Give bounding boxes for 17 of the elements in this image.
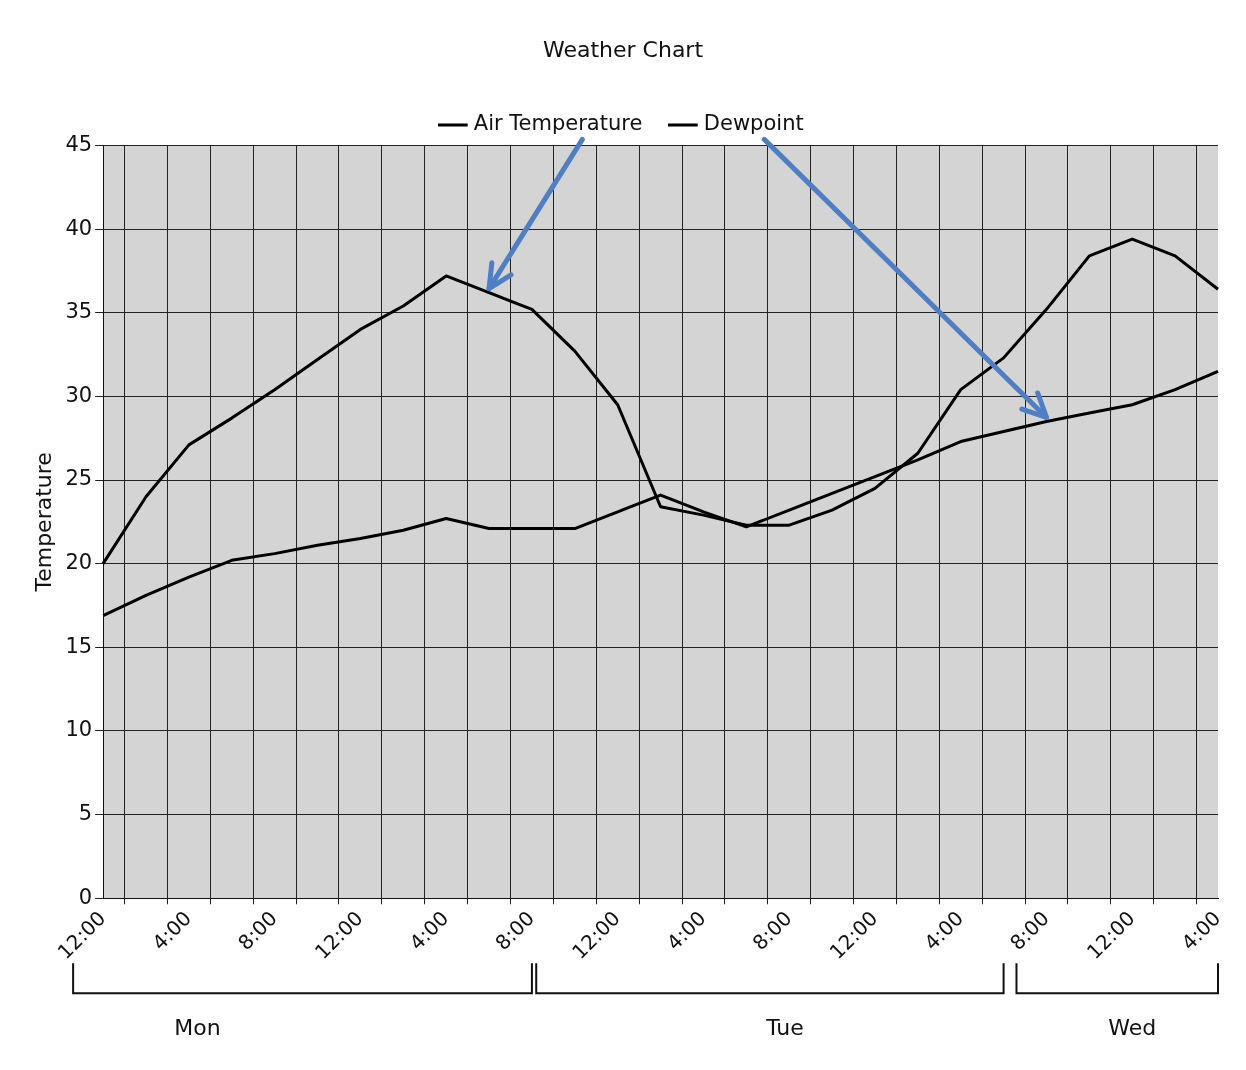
y-tick-label: 25 <box>65 466 93 491</box>
chart-title: Weather Chart <box>542 36 704 62</box>
y-tick-label: 5 <box>78 801 93 826</box>
legend-label: Air Temperature <box>473 111 643 136</box>
y-tick-label: 40 <box>65 215 93 240</box>
legend-label: Dewpoint <box>703 111 804 136</box>
y-axis-title: Temperature <box>30 452 56 593</box>
y-tick-label: 20 <box>65 550 93 575</box>
text: Tue <box>765 1014 804 1040</box>
y-tick-label: 10 <box>65 717 93 742</box>
text: Wed <box>1108 1014 1157 1040</box>
y-tick-label: 35 <box>65 299 93 324</box>
y-tick-label: 0 <box>78 884 93 909</box>
y-tick-label: 30 <box>65 382 93 407</box>
text: Mon <box>174 1014 221 1040</box>
y-tick-label: 45 <box>65 131 93 156</box>
y-tick-label: 15 <box>65 633 93 658</box>
